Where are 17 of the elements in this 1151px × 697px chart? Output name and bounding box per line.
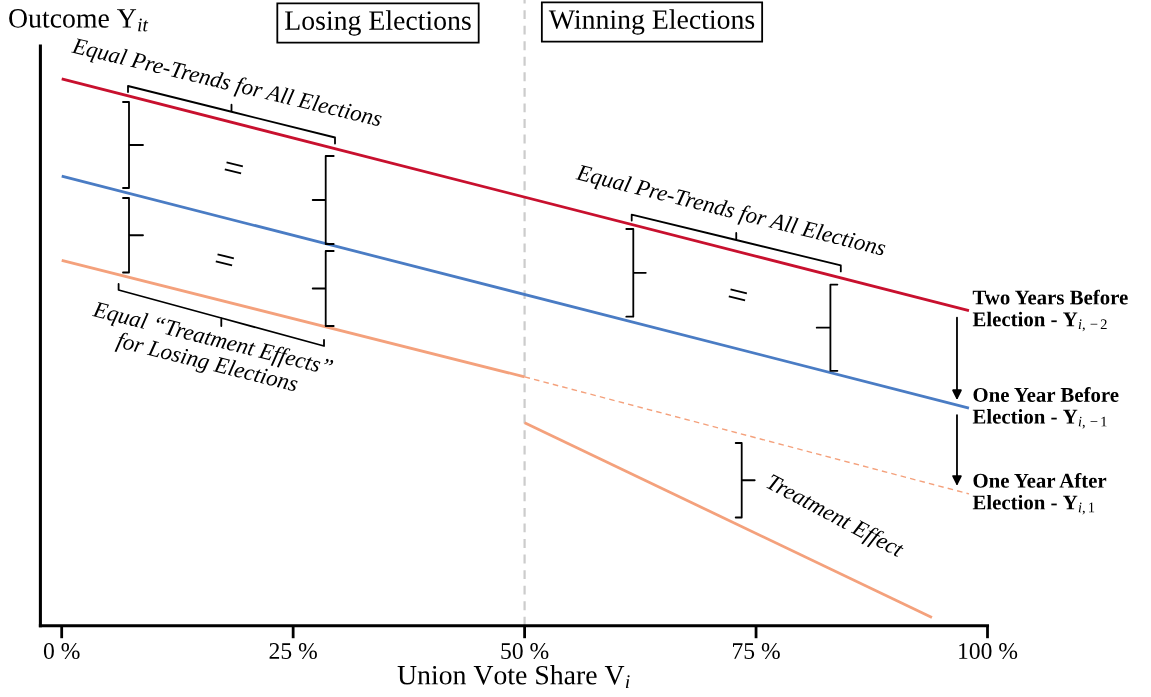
series-label: One Year Before Election - Y$_{i,−1}$ bbox=[972, 387, 1119, 429]
annotation: Equal Pre-Trends for All Elections bbox=[69, 36, 384, 132]
x-tick-label: 100 % bbox=[959, 643, 1018, 660]
annotation: = bbox=[215, 253, 235, 267]
x-tick-label: 75 % bbox=[733, 643, 780, 660]
annotation: = bbox=[728, 288, 748, 302]
x-tick-label: 50 % bbox=[501, 643, 549, 660]
series-label: Two Years Before Election - Y$_{i,−2}$ bbox=[972, 289, 1128, 332]
x-tick-label: 0 % bbox=[43, 643, 80, 660]
y-axis-title: Outcome Y$_{it}$ bbox=[9, 9, 149, 32]
x-axis-title: Union Vote Share V$_{i}$ bbox=[397, 665, 630, 689]
series-label: One Year After Election - Y$_{i,1}$ bbox=[972, 472, 1107, 515]
annotation: = bbox=[224, 161, 244, 175]
text: Winning Elections bbox=[548, 9, 755, 35]
annotation: Equal Pre-Trends for All Elections bbox=[574, 163, 887, 261]
text: Losing Elections bbox=[285, 10, 471, 36]
x-tick-label: 25 % bbox=[269, 643, 317, 660]
